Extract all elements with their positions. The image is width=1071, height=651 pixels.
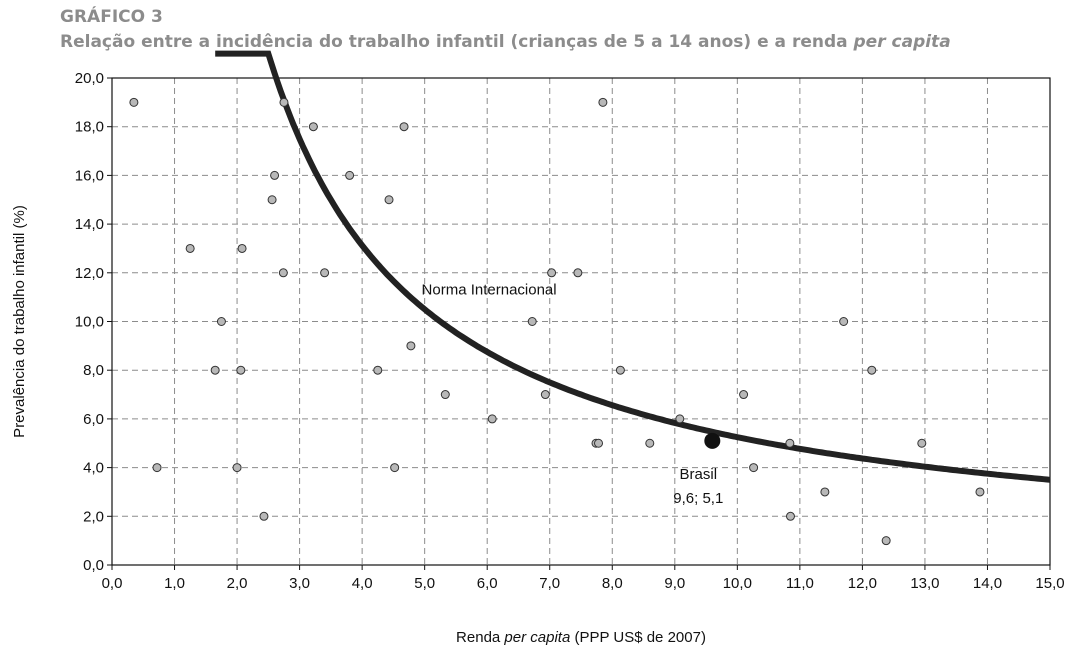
y-tick-label: 10,0	[75, 314, 104, 331]
data-point	[547, 268, 557, 278]
y-tick-label: 2,0	[83, 508, 104, 525]
x-tick-label: 7,0	[539, 575, 560, 592]
data-point	[785, 438, 795, 448]
data-point	[487, 414, 497, 424]
data-point	[216, 317, 226, 326]
x-tick-label: 8,0	[602, 575, 623, 592]
y-axis-title: Prevalência do trabalho infantil (%)	[11, 205, 28, 438]
data-point	[237, 243, 247, 253]
data-point	[975, 487, 985, 497]
x-tick-label: 13,0	[910, 575, 939, 592]
y-tick-label: 8,0	[83, 362, 104, 379]
y-tick-label: 20,0	[75, 70, 104, 87]
y-tick-label: 12,0	[75, 265, 104, 282]
y-tick-label: 14,0	[75, 216, 104, 233]
data-point	[345, 170, 355, 180]
data-point	[739, 390, 749, 400]
y-axis-ticks: 0,0 2,0 4,0 6,0 8,0 10,0 12,0 14,0 16,0 18,0 20,0	[75, 70, 112, 574]
x-axis-title-italic: per capita	[503, 629, 570, 646]
x-tick-label: 6,0	[477, 575, 498, 592]
data-point	[573, 268, 583, 278]
x-tick-label: 1,0	[164, 575, 185, 592]
data-point	[527, 317, 537, 326]
chart-header: GRÁFICO 3 Relação entre a incidência do …	[60, 4, 951, 54]
plot-frame	[111, 77, 1051, 566]
data-point	[615, 365, 625, 375]
brasil-value-label: 9,6; 5,1	[673, 490, 723, 507]
y-tick-label: 4,0	[83, 460, 104, 477]
x-axis-ticks: 0,0 1,0 2,0 3,0 4,0 5,0 6,0 7,0 8,0 9,0 10,0 11,0 12…	[102, 565, 1065, 592]
data-point	[867, 365, 877, 375]
norma-internacional-curve	[215, 50, 1051, 483]
data-point	[129, 97, 139, 107]
y-tick-label: 18,0	[75, 119, 104, 136]
x-tick-label: 4,0	[352, 575, 373, 592]
data-point	[406, 341, 416, 351]
x-tick-label: 5,0	[414, 575, 435, 592]
data-point	[594, 438, 604, 448]
y-tick-label: 0,0	[83, 557, 104, 574]
x-tick-label: 3,0	[289, 575, 310, 592]
chart-number-label: GRÁFICO 3	[60, 7, 163, 27]
data-point	[384, 195, 394, 205]
grid-lines	[112, 78, 1050, 565]
data-point	[270, 170, 280, 180]
data-point	[279, 97, 289, 107]
data-points	[129, 97, 985, 546]
y-tick-label: 6,0	[83, 411, 104, 428]
data-point	[278, 268, 288, 278]
data-point	[373, 365, 383, 375]
data-point	[320, 268, 330, 278]
data-point	[820, 487, 830, 497]
data-point	[749, 463, 759, 473]
y-tick-label: 16,0	[75, 167, 104, 184]
x-tick-label: 2,0	[227, 575, 248, 592]
x-tick-label: 0,0	[102, 575, 123, 592]
data-point	[308, 122, 318, 132]
data-point	[785, 511, 795, 521]
x-tick-label: 11,0	[786, 575, 814, 592]
data-point	[236, 365, 246, 375]
x-tick-label: 9,0	[664, 575, 685, 592]
data-point	[232, 463, 242, 473]
x-axis-title: Renda per capita (PPP US$ de 2007)	[456, 629, 706, 646]
chart-title: Relação entre a incidência do trabalho i…	[60, 30, 951, 54]
brasil-label: Brasil	[680, 466, 718, 483]
data-point	[645, 438, 655, 448]
data-point	[917, 438, 927, 448]
curve-label: Norma Internacional	[422, 282, 557, 299]
brasil-point	[704, 432, 721, 449]
data-point	[210, 365, 220, 375]
data-point	[881, 536, 891, 546]
data-point	[390, 463, 400, 473]
data-point	[185, 243, 195, 253]
x-tick-label: 10,0	[723, 575, 752, 592]
data-point	[675, 414, 685, 424]
data-point	[399, 122, 409, 132]
data-point	[839, 317, 849, 326]
x-axis-title-suffix: (PPP US$ de 2007)	[570, 629, 706, 646]
chart-title-main: Relação entre a incidência do trabalho i…	[60, 32, 854, 52]
data-point	[152, 463, 162, 473]
x-axis-title-prefix: Renda	[456, 629, 504, 646]
data-point	[259, 511, 269, 521]
chart-title-italic: per capita	[853, 32, 951, 52]
data-point	[267, 195, 277, 205]
x-tick-label: 12,0	[848, 575, 877, 592]
data-point	[598, 97, 608, 107]
x-tick-label: 14,0	[973, 575, 1002, 592]
data-point	[440, 390, 450, 400]
x-tick-label: 15,0	[1035, 575, 1064, 592]
data-point	[540, 390, 550, 400]
